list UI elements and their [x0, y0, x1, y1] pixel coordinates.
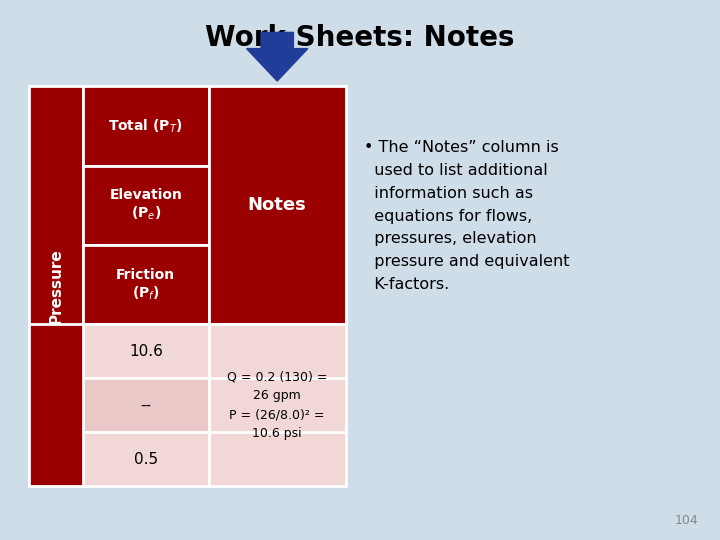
FancyArrow shape — [246, 32, 308, 81]
Text: Pressure: Pressure — [48, 248, 63, 324]
Bar — [83, 324, 209, 378]
Bar — [83, 432, 209, 486]
Text: 0.5: 0.5 — [134, 451, 158, 467]
Text: Total (P$_{T}$): Total (P$_{T}$) — [109, 117, 183, 134]
Bar — [83, 166, 209, 245]
Text: 10.6: 10.6 — [129, 343, 163, 359]
Bar — [83, 245, 209, 324]
Text: Notes: Notes — [248, 196, 307, 214]
Text: 104: 104 — [675, 514, 698, 526]
Bar — [29, 86, 83, 486]
Bar — [83, 86, 209, 166]
Bar — [209, 86, 346, 324]
Text: Q = 0.2 (130) =
26 gpm
P = (26/8.0)² =
10.6 psi: Q = 0.2 (130) = 26 gpm P = (26/8.0)² = 1… — [227, 370, 328, 440]
Text: Work Sheets: Notes: Work Sheets: Notes — [205, 24, 515, 52]
Text: • The “Notes” column is
  used to list additional
  information such as
  equati: • The “Notes” column is used to list add… — [364, 140, 569, 292]
Bar — [83, 378, 209, 432]
Text: Elevation
(P$_{e}$): Elevation (P$_{e}$) — [109, 188, 182, 222]
Bar — [209, 324, 346, 486]
Bar — [29, 324, 83, 486]
Text: --: -- — [140, 397, 151, 413]
Text: Friction
(P$_{f}$): Friction (P$_{f}$) — [116, 267, 176, 301]
